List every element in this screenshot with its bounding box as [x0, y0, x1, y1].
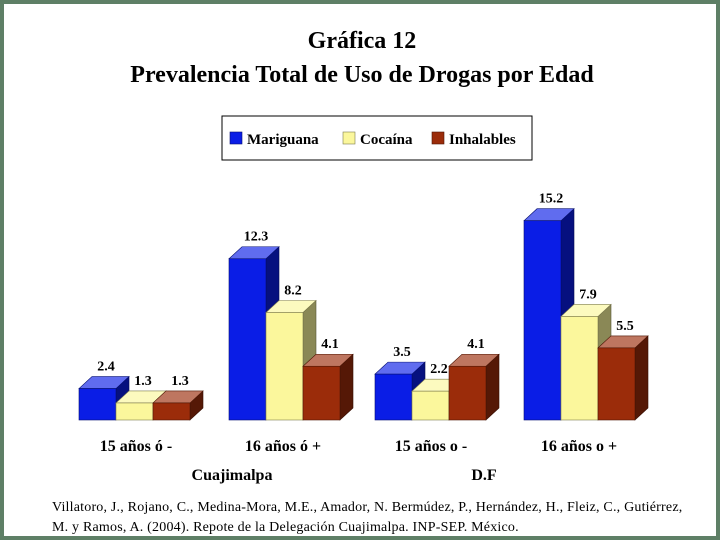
legend-box: [221, 115, 533, 161]
category-label-2: 16 años ó +: [245, 438, 321, 455]
legend-item-mariguana: Mariguana: [229, 131, 319, 148]
legend-label-cocaina: Cocaína: [360, 132, 413, 148]
legend-item-inhalables: Inhalables: [431, 131, 516, 148]
data-label-mariguana-4: 15.2: [539, 192, 564, 207]
bars: [75, 208, 652, 421]
bar-inhalables-3: [448, 353, 500, 421]
data-label-inhalables-2: 4.1: [321, 337, 339, 352]
legend-swatch-cocaina: [342, 131, 356, 145]
legend-swatch-mariguana: [229, 131, 243, 145]
legend-swatch-inhalables: [431, 131, 445, 145]
data-label-cocaina-4: 7.9: [579, 287, 597, 302]
chart: Gráfica 12 Prevalencia Total de Uso de D…: [75, 28, 652, 484]
category-label-4: 16 años o +: [541, 438, 617, 455]
data-label-inhalables-3: 4.1: [467, 337, 485, 352]
legend-item-cocaina: Cocaína: [342, 131, 413, 148]
citation: Villatoro, J., Rojano, C., Medina-Mora, …: [52, 500, 683, 535]
group-label-d-f: D.F: [471, 467, 497, 484]
bar-inhalables-2: [302, 353, 354, 421]
data-label-cocaina-2: 8.2: [284, 283, 302, 298]
legend-label-mariguana: Mariguana: [247, 132, 319, 148]
bar-inhalables-4: [597, 335, 649, 421]
data-label-mariguana-2: 12.3: [244, 230, 269, 245]
legend: Mariguana Cocaína Inhalables: [221, 115, 533, 161]
chart-subtitle: Prevalencia Total de Uso de Drogas por E…: [130, 62, 594, 88]
x-axis-labels: 15 años ó - 16 años ó + 15 años o - 16 años…: [100, 438, 617, 484]
chart-floor: [75, 408, 652, 420]
chart-title: Gráfica 12: [308, 28, 417, 54]
data-label-mariguana-1: 2.4: [97, 360, 115, 375]
legend-label-inhalables: Inhalables: [449, 132, 516, 148]
data-labels: 2.4 1.3 1.3 12.3 8.2 4.1 3.5 2.2 4.1 15.2 7.9 5.5: [97, 192, 634, 389]
group-label-cuajimalpa: Cuajimalpa: [192, 467, 273, 484]
data-label-cocaina-3: 2.2: [430, 362, 448, 377]
data-label-cocaina-1: 1.3: [134, 374, 152, 389]
category-label-1: 15 años ó -: [100, 438, 172, 455]
data-label-inhalables-1: 1.3: [171, 374, 189, 389]
slide: Gráfica 12 Prevalencia Total de Uso de D…: [4, 4, 716, 536]
bar-inhalables-1: [152, 390, 204, 421]
data-label-inhalables-4: 5.5: [616, 319, 634, 334]
category-label-3: 15 años o -: [395, 438, 467, 455]
data-label-mariguana-3: 3.5: [393, 345, 411, 360]
